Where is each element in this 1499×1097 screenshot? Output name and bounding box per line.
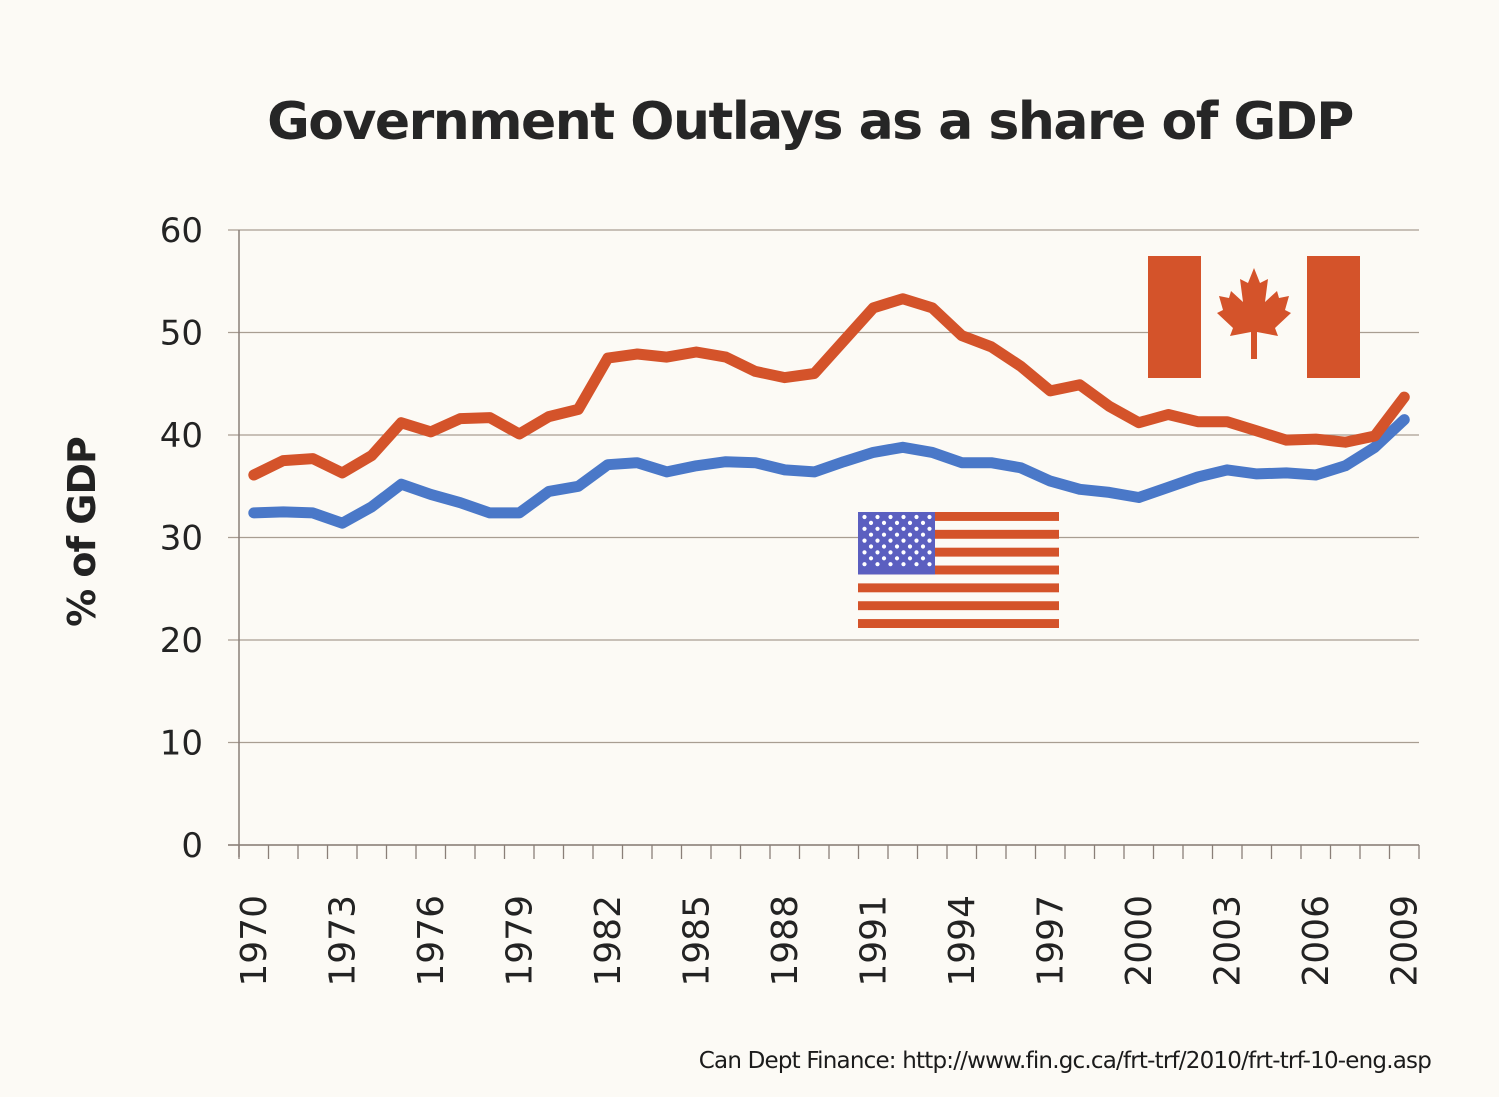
flag-star xyxy=(888,562,893,567)
flag-star xyxy=(881,532,887,537)
flag-stripe xyxy=(858,619,1059,628)
series-line-united-states xyxy=(248,414,1410,529)
flag-stripe xyxy=(858,583,1059,593)
x-tick-label: 1994 xyxy=(942,895,983,987)
flag-star xyxy=(920,556,926,561)
x-tick-label: 1979 xyxy=(499,895,540,987)
flag-star xyxy=(888,550,893,555)
flag-star xyxy=(920,544,926,549)
series-lines xyxy=(248,293,1410,529)
flag-star xyxy=(862,538,867,543)
flag-star xyxy=(868,532,874,537)
flag-stripe xyxy=(858,601,1059,611)
flag-stripe xyxy=(858,565,1059,575)
flag-star xyxy=(901,550,906,555)
canada-flag-icon xyxy=(1148,256,1360,378)
flag-star xyxy=(920,520,926,525)
x-tick-label: 1997 xyxy=(1030,895,1071,987)
flag-star xyxy=(881,520,887,525)
maple-leaf-icon xyxy=(1217,268,1291,359)
flag-star xyxy=(894,544,900,549)
flag-star xyxy=(914,538,919,543)
series-line-canada xyxy=(248,293,1410,481)
flag-star xyxy=(862,550,867,555)
flag-star xyxy=(894,532,900,537)
x-tick-label: 1985 xyxy=(676,895,717,987)
flag-star xyxy=(907,520,913,525)
y-tick-label: 60 xyxy=(160,211,203,251)
flag-star xyxy=(888,526,893,531)
flag-star xyxy=(881,544,887,549)
y-tick-label: 10 xyxy=(160,724,203,764)
x-tick-label: 2000 xyxy=(1119,895,1160,987)
chart-title: Government Outlays as a share of GDP xyxy=(267,92,1354,152)
flag-star xyxy=(868,520,874,525)
axes xyxy=(228,230,1420,859)
flag-star xyxy=(920,532,926,537)
flag-star xyxy=(881,556,887,561)
flag-star xyxy=(862,514,867,520)
flag-star xyxy=(875,514,880,520)
y-tick-labels: 0 10 20 30 40 50 60 xyxy=(160,211,203,866)
flag-star xyxy=(868,556,874,561)
flag-star xyxy=(868,544,874,549)
flag-star xyxy=(875,538,880,543)
flag-stripe xyxy=(858,529,1059,539)
flag-star xyxy=(914,562,919,567)
y-tick-label: 40 xyxy=(160,416,203,456)
us-flag-icon xyxy=(858,512,1059,628)
flag-star xyxy=(875,526,880,531)
x-tick-label: 1988 xyxy=(765,895,806,987)
x-tick-labels: 1970 1973 1976 1979 1982 1985 1988 1991 1994 1997… xyxy=(234,895,1426,987)
flag-star xyxy=(901,514,906,520)
x-tick-label: 2003 xyxy=(1207,895,1248,987)
y-tick-label: 20 xyxy=(160,621,203,661)
flag-star xyxy=(927,550,932,555)
flag-star xyxy=(875,550,880,555)
flag-star xyxy=(927,514,932,520)
flag-star xyxy=(907,556,913,561)
flag-star xyxy=(862,526,867,531)
x-tick-label: 2009 xyxy=(1384,895,1425,987)
flag-star xyxy=(914,526,919,531)
flag-star xyxy=(901,538,906,543)
flag-star xyxy=(894,556,900,561)
flag-star xyxy=(862,562,867,567)
flag-star xyxy=(927,526,932,531)
y-tick-label: 30 xyxy=(160,519,203,559)
flag-stripe xyxy=(858,547,1059,557)
flag-star xyxy=(875,562,880,567)
x-tick-label: 1973 xyxy=(322,895,363,987)
x-tick-label: 1982 xyxy=(588,895,629,987)
flag-star xyxy=(914,550,919,555)
source-citation: Can Dept Finance: http://www.fin.gc.ca/f… xyxy=(698,1048,1432,1074)
flag-star xyxy=(914,514,919,520)
flag-star xyxy=(901,562,906,567)
x-tick-label: 1976 xyxy=(411,895,452,987)
x-tick-label: 1970 xyxy=(234,895,275,987)
x-tick-label: 2006 xyxy=(1296,895,1337,987)
flag-star xyxy=(901,526,906,531)
flag-star xyxy=(907,544,913,549)
flag-star xyxy=(894,520,900,525)
flag-star xyxy=(888,538,893,543)
y-tick-label: 0 xyxy=(181,826,203,866)
y-tick-label: 50 xyxy=(160,314,203,354)
flag-star xyxy=(907,532,913,537)
x-tick-label: 1991 xyxy=(853,895,894,987)
flag-stripe xyxy=(858,512,1059,521)
flag-star xyxy=(927,562,932,567)
flag-star xyxy=(888,514,893,520)
flag-star xyxy=(927,538,932,543)
